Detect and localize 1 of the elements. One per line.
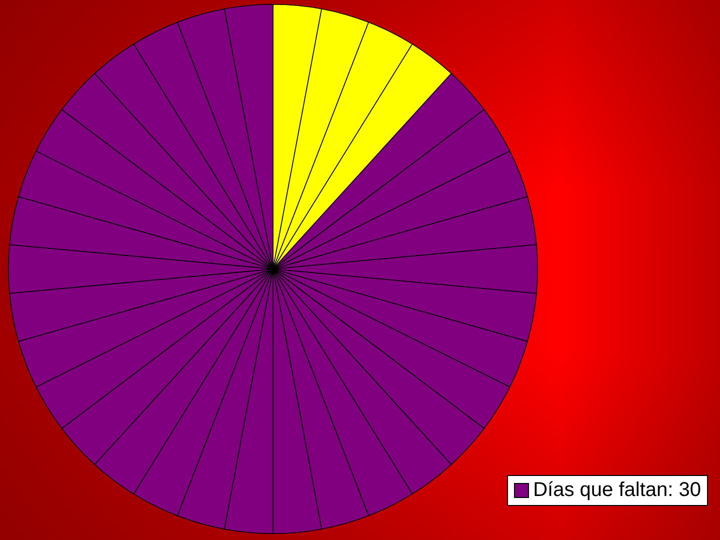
legend-label: Días que faltan: 30 bbox=[533, 479, 701, 502]
